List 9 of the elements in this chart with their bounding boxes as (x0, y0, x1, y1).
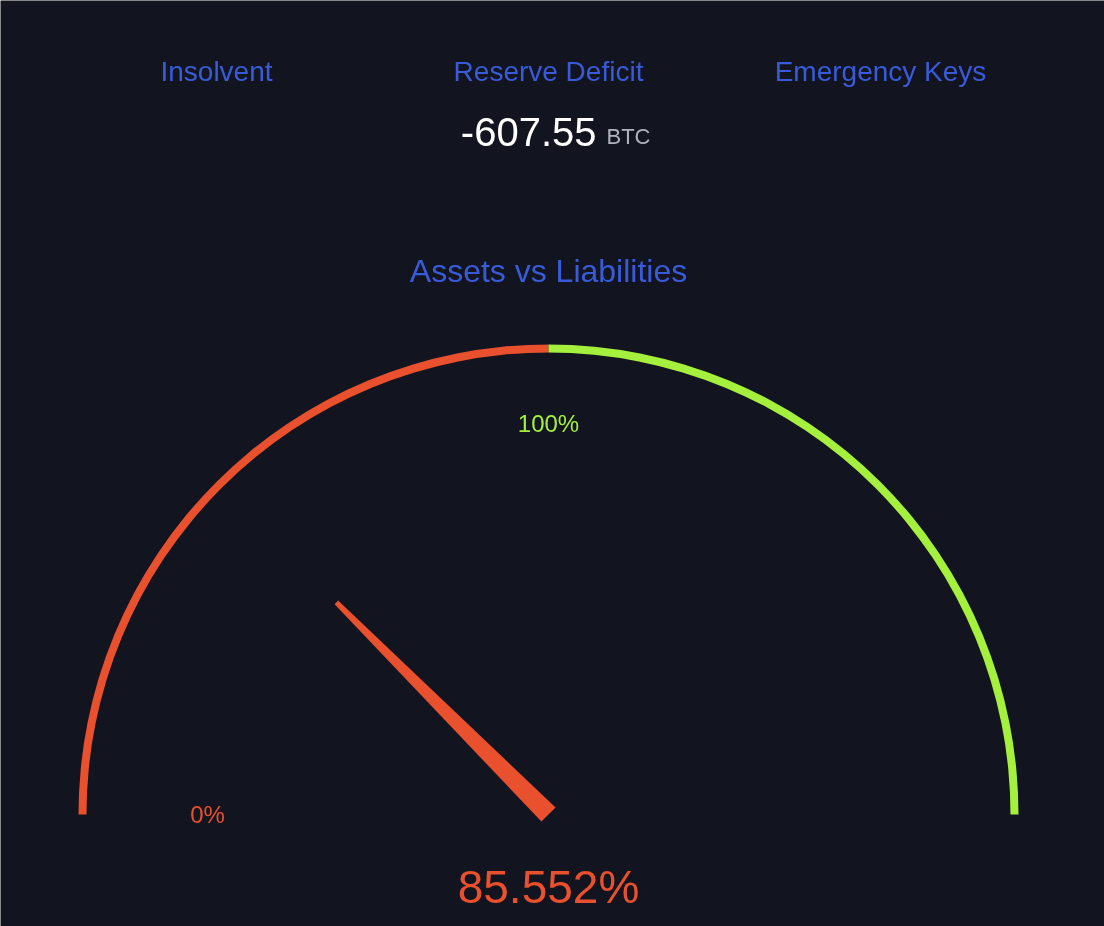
text: BTC (606, 124, 651, 149)
chart-title: Assets vs Liabilities (409, 252, 688, 289)
slice-label: 0% (190, 801, 225, 828)
text: Emergency Keys (774, 56, 987, 87)
text: 85.552% (457, 860, 640, 913)
text: Reserve Deficit (453, 56, 644, 87)
text: -607.55 (460, 109, 597, 154)
slice-label: 100% (517, 410, 580, 437)
text: Insolvent (160, 56, 273, 87)
